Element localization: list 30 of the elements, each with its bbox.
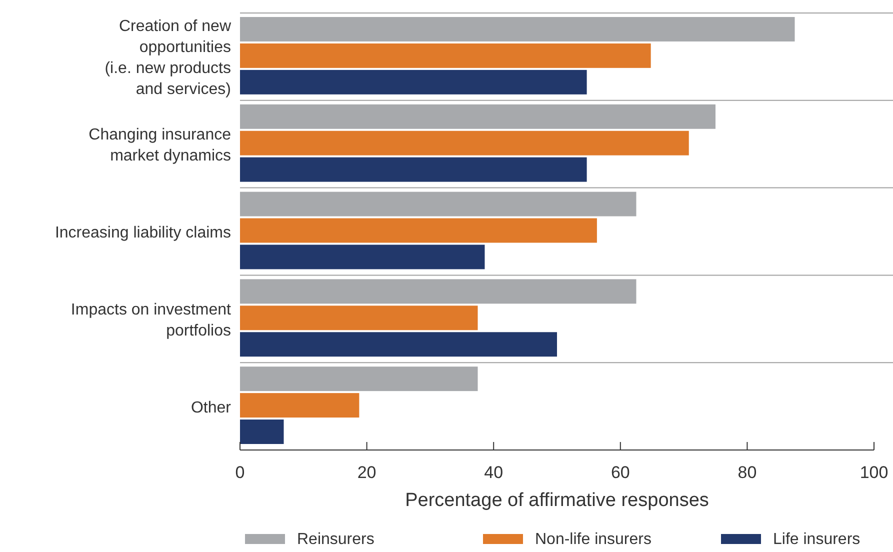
bar	[240, 306, 478, 330]
legend-label: Non-life insurers	[535, 531, 652, 548]
x-tick-label: 0	[235, 463, 245, 482]
x-tick-label: 20	[357, 463, 376, 482]
legend-label: Reinsurers	[297, 531, 374, 548]
x-tick-label: 80	[738, 463, 757, 482]
y-tick-label: Creation of new opportunities (i.e. new products and services)	[104, 18, 232, 98]
bar	[240, 70, 587, 94]
bar	[240, 17, 795, 42]
y-tick-label: Changing insurance market dynamics	[88, 126, 232, 165]
bar	[240, 393, 360, 418]
bar	[240, 43, 651, 68]
y-tick-label: Other	[190, 399, 232, 416]
legend-label: Life insurers	[773, 531, 860, 548]
bar	[240, 104, 716, 129]
x-tick-label: 100	[860, 463, 888, 482]
bar	[240, 157, 587, 182]
x-axis-title: Percentage of affirmative responses	[405, 490, 709, 511]
x-tick-label: 60	[610, 463, 630, 482]
bar	[240, 366, 478, 392]
bar	[240, 332, 557, 357]
bar	[240, 130, 689, 156]
bar	[240, 218, 597, 243]
bar	[240, 192, 636, 216]
y-tick-label: Increasing liability claims	[54, 224, 231, 242]
y-tick-label: Impacts on investment portfolios	[70, 301, 232, 340]
x-tick-label: 40	[484, 463, 504, 482]
bar	[240, 244, 485, 270]
bar	[240, 279, 636, 304]
bar	[240, 420, 284, 444]
